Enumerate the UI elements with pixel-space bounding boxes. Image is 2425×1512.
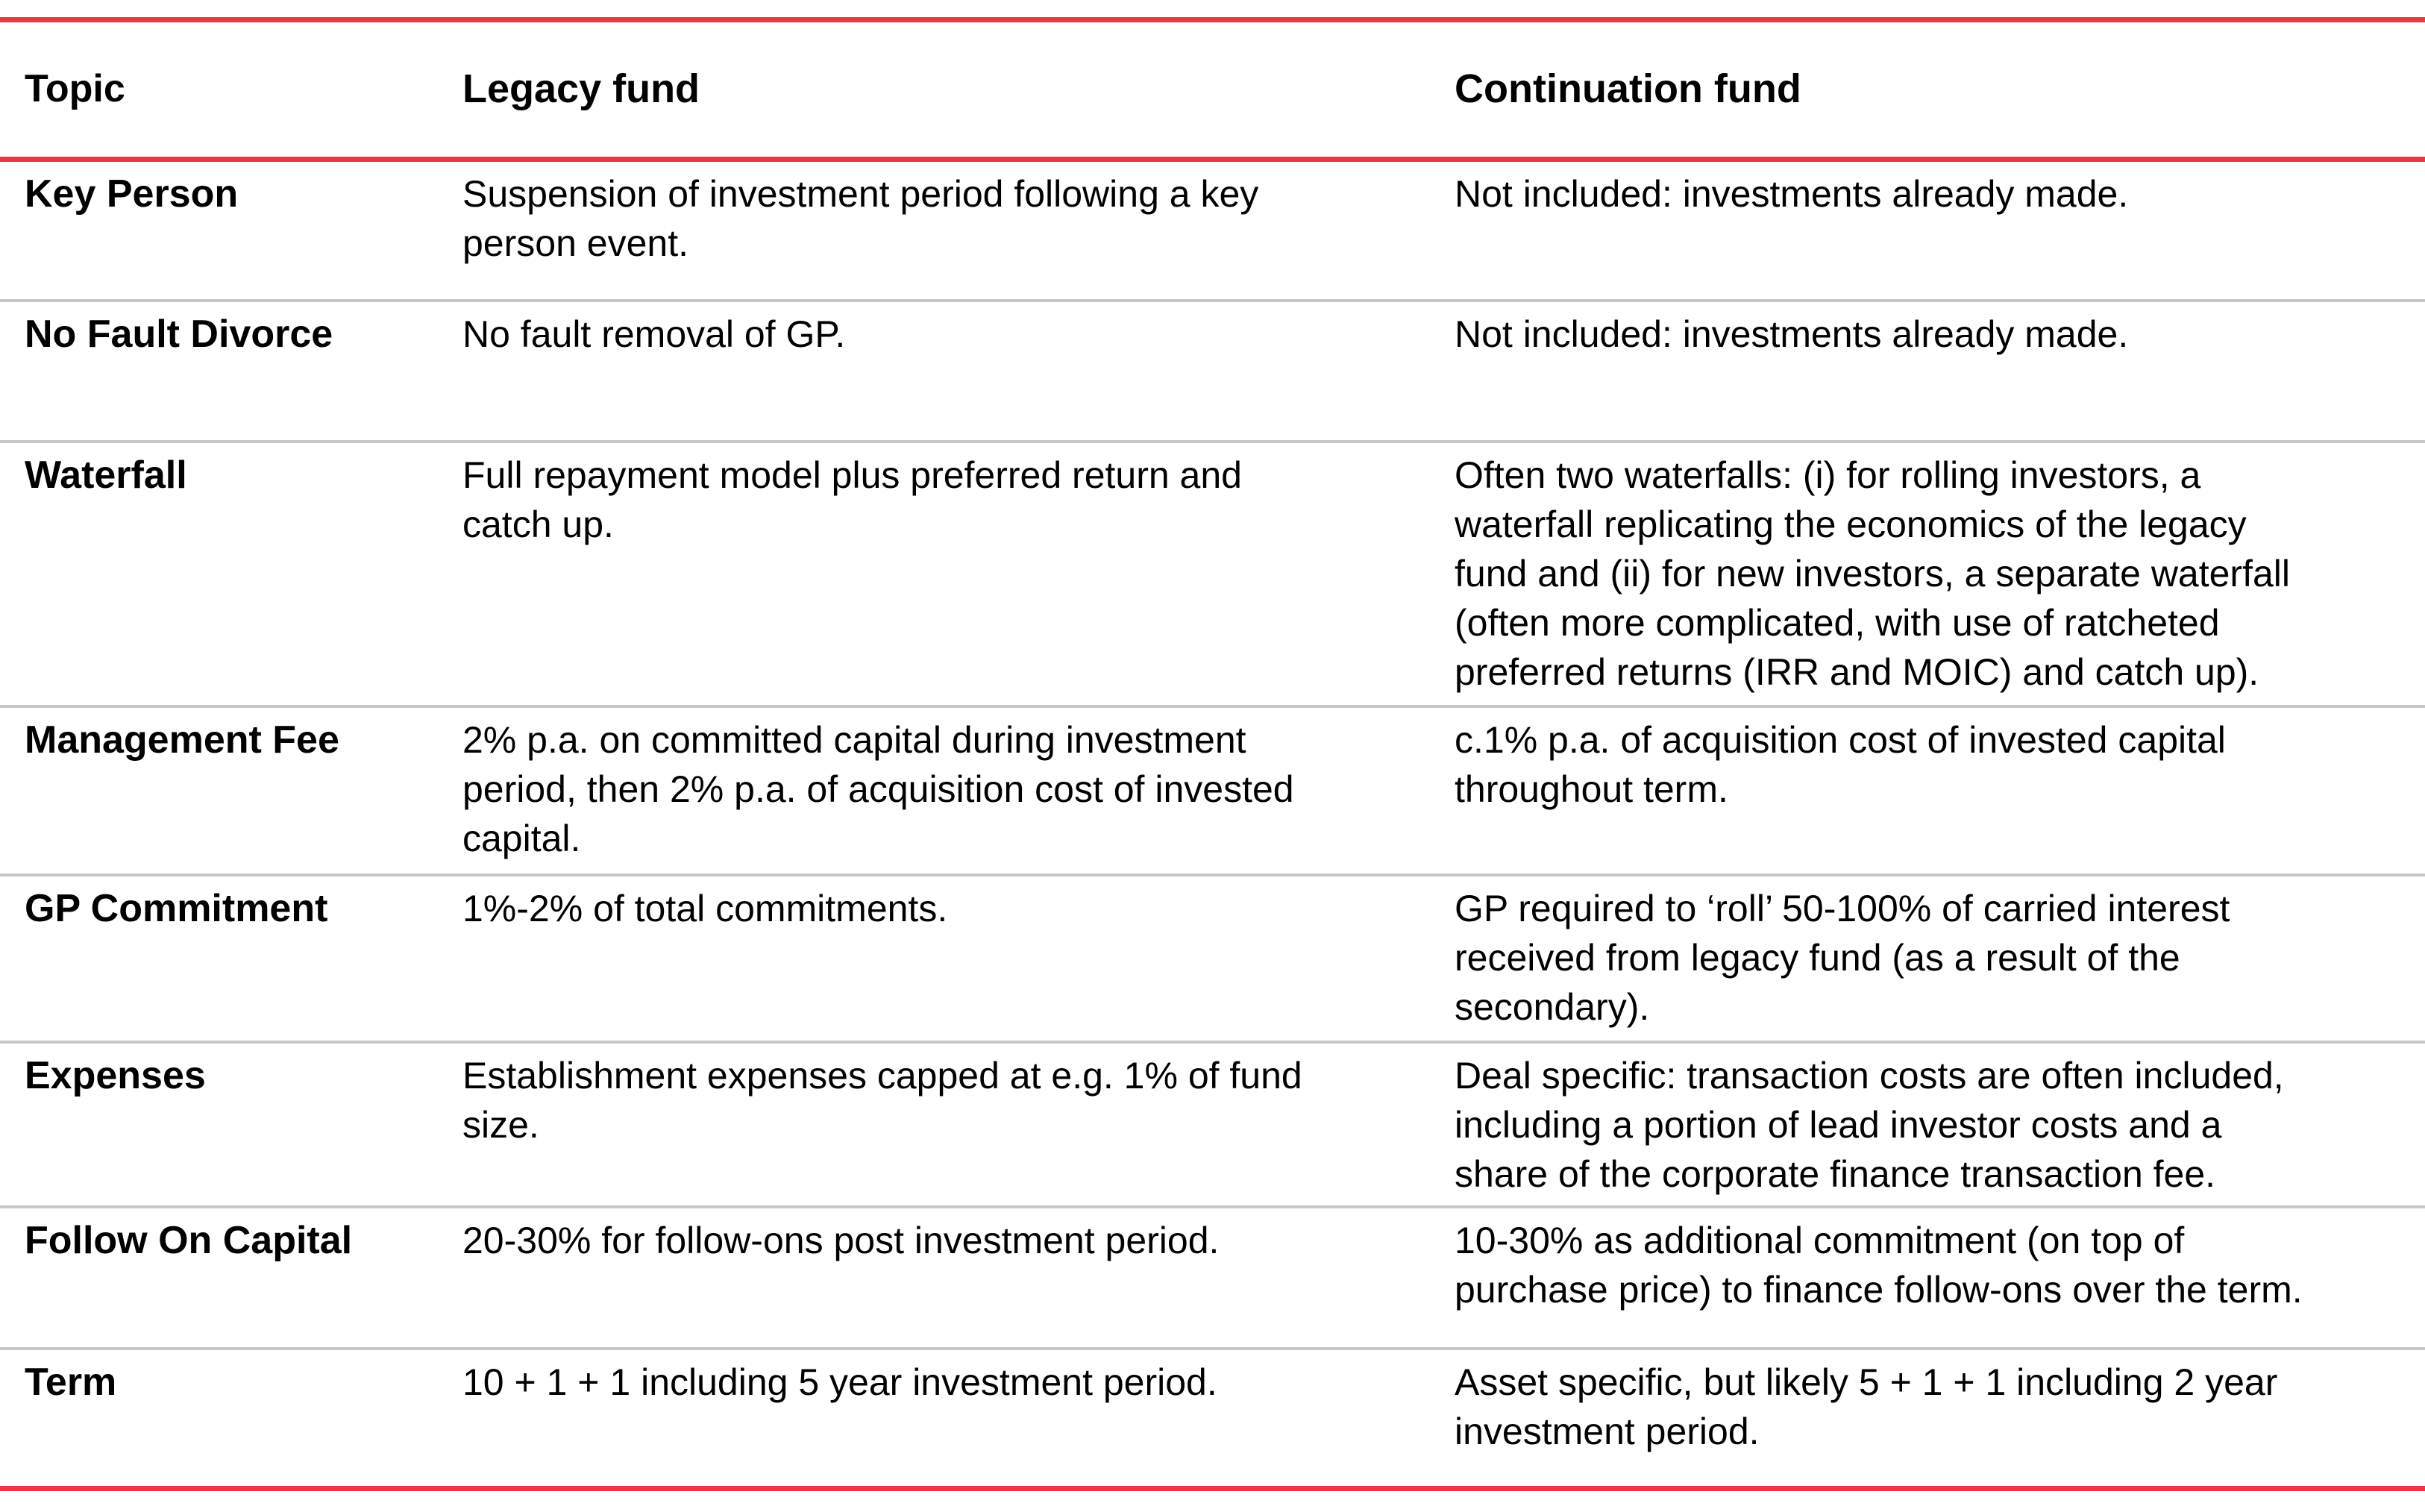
- row-topic-label: Waterfall: [25, 454, 187, 497]
- table-row: GP Commitment 1%-2% of total commitments.…: [0, 873, 2425, 1041]
- table-row: Follow On Capital 20-30% for follow-ons p…: [0, 1205, 2425, 1347]
- header-continuation-fund: Continuation fund: [1455, 66, 1801, 111]
- row-legacy-fund-text: Suspension of investment period followin…: [462, 173, 1259, 264]
- table-row: Key Person Suspension of investment perio…: [0, 162, 2425, 299]
- table-row: Term 10 + 1 + 1 including 5 year investme…: [0, 1347, 2425, 1491]
- row-topic-label: Follow On Capital: [25, 1219, 353, 1262]
- row-continuation-fund-text: Deal specific: transaction costs are oft…: [1455, 1055, 2284, 1195]
- row-legacy-fund-text: 2% p.a. on committed capital during inve…: [462, 719, 1294, 859]
- row-legacy-fund-text: 1%-2% of total commitments.: [462, 888, 948, 929]
- header-topic: Topic: [25, 67, 125, 110]
- row-continuation-fund-text: c.1% p.a. of acquisition cost of investe…: [1455, 719, 2226, 810]
- row-legacy-fund-text: No fault removal of GP.: [462, 313, 846, 355]
- row-continuation-fund-text: 10-30% as additional commitment (on top …: [1455, 1220, 2303, 1311]
- row-continuation-fund-text: GP required to ‘roll’ 50-100% of carried…: [1455, 888, 2230, 1028]
- row-legacy-fund-text: 20-30% for follow-ons post investment pe…: [462, 1220, 1220, 1261]
- table-header-row: Topic Legacy fund Continuation fund: [0, 17, 2425, 162]
- row-legacy-fund-text: Establishment expenses capped at e.g. 1%…: [462, 1055, 1302, 1146]
- table-body: Key Person Suspension of investment perio…: [0, 162, 2425, 1491]
- table-row: Waterfall Full repayment model plus prefe…: [0, 440, 2425, 705]
- comparison-table: Topic Legacy fund Continuation fund Key …: [0, 17, 2425, 1491]
- row-topic-label: No Fault Divorce: [25, 313, 333, 356]
- row-topic-label: GP Commitment: [25, 887, 328, 930]
- row-continuation-fund-text: Often two waterfalls: (i) for rolling in…: [1455, 454, 2290, 693]
- row-continuation-fund-text: Not included: investments already made.: [1455, 173, 2129, 215]
- row-topic-label: Key Person: [25, 172, 239, 216]
- table-row: Management Fee 2% p.a. on committed capit…: [0, 705, 2425, 873]
- header-legacy-fund: Legacy fund: [462, 66, 700, 111]
- row-topic-label: Expenses: [25, 1054, 206, 1097]
- row-legacy-fund-text: Full repayment model plus preferred retu…: [462, 454, 1242, 545]
- row-topic-label: Management Fee: [25, 718, 339, 762]
- row-legacy-fund-text: 10 + 1 + 1 including 5 year investment p…: [462, 1361, 1217, 1403]
- table-row: Expenses Establishment expenses capped at…: [0, 1041, 2425, 1205]
- row-continuation-fund-text: Asset specific, but likely 5 + 1 + 1 inc…: [1455, 1361, 2278, 1452]
- row-continuation-fund-text: Not included: investments already made.: [1455, 313, 2129, 355]
- row-topic-label: Term: [25, 1361, 117, 1404]
- table-row: No Fault Divorce No fault removal of GP. N…: [0, 299, 2425, 440]
